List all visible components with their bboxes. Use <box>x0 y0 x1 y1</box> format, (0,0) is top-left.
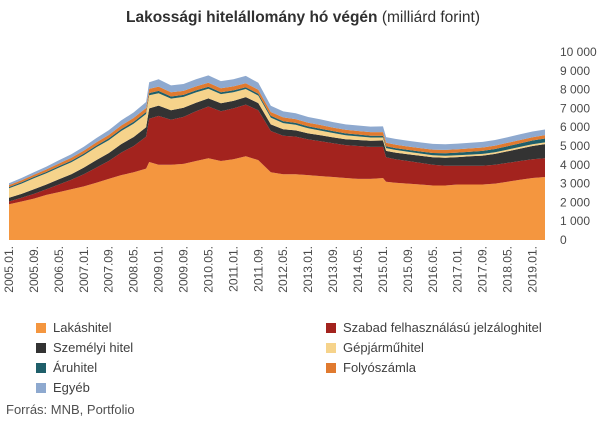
chart-title-bold: Lakossági hitelállomány hó végén <box>125 9 378 26</box>
x-tick-label: 2017.01. <box>451 246 465 293</box>
x-tick-label: 2017.09. <box>476 246 490 293</box>
x-tick-label: 2019.01. <box>526 246 540 293</box>
area-series-3 <box>9 88 545 198</box>
x-tick-label: 2007.01. <box>77 246 91 293</box>
legend-swatch <box>36 343 46 353</box>
legend-label: Gépjárműhitel <box>343 340 424 355</box>
y-tick-label: 7 000 <box>560 101 590 115</box>
stacked-areas <box>9 75 545 240</box>
y-tick-label: 2 000 <box>560 195 590 209</box>
y-tick-label: 9 000 <box>560 64 590 78</box>
legend-item: Áruhitel <box>36 360 97 375</box>
legend-label: Egyéb <box>53 380 90 395</box>
legend-label: Személyi hitel <box>53 340 134 355</box>
legend-item: Személyi hitel <box>36 340 133 355</box>
legend-label: Folyószámla <box>343 360 416 375</box>
legend-item: Egyéb <box>36 380 90 395</box>
legend-label: Szabad felhasználású jelzáloghitel <box>343 320 542 335</box>
legend-item: Gépjárműhitel <box>326 340 424 355</box>
legend-item: Szabad felhasználású jelzáloghitel <box>326 320 542 335</box>
y-tick-label: 8 000 <box>560 83 590 97</box>
x-tick-label: 2012.05. <box>276 246 290 293</box>
y-tick-label: 5 000 <box>560 139 590 153</box>
area-series-1 <box>9 104 545 205</box>
legend-swatch <box>36 323 46 333</box>
legend-label: Áruhitel <box>53 360 98 375</box>
x-axis-ticks: 2005.01. 2005.09. 2006.05. 2007.01. 2007.09.… <box>2 246 540 293</box>
y-tick-label: 3 000 <box>560 177 590 191</box>
x-tick-label: 2006.05. <box>52 246 66 293</box>
x-tick-label: 2005.09. <box>27 246 41 293</box>
x-tick-label: 2016.05. <box>426 246 440 293</box>
y-tick-label: 0 <box>560 233 567 247</box>
source-note: Forrás: MNB, Portfolio <box>6 402 135 417</box>
y-tick-label: 10 000 <box>560 45 597 59</box>
legend-label: Lakáshitel <box>53 320 112 335</box>
x-tick-label: 2011.09. <box>251 246 265 292</box>
y-axis-ticks: 0 1 000 2 000 3 000 4 000 5 000 6 000 7 000 8 00… <box>560 45 597 247</box>
legend-item: Folyószámla <box>326 360 416 375</box>
x-tick-label: 2005.01. <box>2 246 16 293</box>
area-series-0 <box>9 156 545 240</box>
legend-swatch <box>36 363 46 373</box>
y-tick-label: 6 000 <box>560 120 590 134</box>
x-tick-label: 2013.09. <box>326 246 340 293</box>
x-tick-label: 2010.05. <box>201 246 215 293</box>
x-tick-label: 2015.09. <box>401 246 415 293</box>
x-tick-label: 2013.01. <box>301 246 315 293</box>
area-series-2 <box>9 97 545 202</box>
legend-swatch <box>326 323 336 333</box>
chart-title-unit: (milliárd forint) <box>377 9 480 26</box>
x-tick-label: 2018.05. <box>501 246 515 293</box>
x-tick-label: 2015.01. <box>376 246 390 293</box>
legend-swatch <box>36 383 46 393</box>
y-tick-label: 4 000 <box>560 158 590 172</box>
x-tick-label: 2008.05. <box>127 246 141 293</box>
legend-swatch <box>326 343 336 353</box>
x-tick-label: 2011.01. <box>226 246 240 292</box>
legend-item: Lakáshitel <box>36 320 112 335</box>
x-tick-label: 2009.09. <box>177 246 191 293</box>
chart-title: Lakossági hitelállomány hó végén (milliá… <box>0 9 606 27</box>
legend-swatch <box>326 363 336 373</box>
chart-canvas: 0 1 000 2 000 3 000 4 000 5 000 6 000 7 000 8 00… <box>2 45 597 293</box>
x-tick-label: 2009.01. <box>152 246 166 293</box>
y-tick-label: 1 000 <box>560 214 590 228</box>
x-tick-label: 2014.05. <box>351 246 365 293</box>
x-tick-label: 2007.09. <box>102 246 116 293</box>
